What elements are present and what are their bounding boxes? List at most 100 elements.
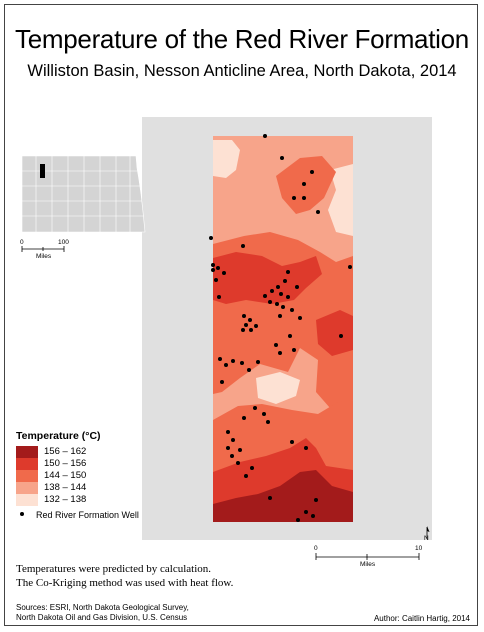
well-point xyxy=(249,328,253,332)
temperature-surface xyxy=(213,136,353,522)
well-point xyxy=(310,170,314,174)
main-scale-right: 10 xyxy=(415,545,423,552)
north-dakota-outline xyxy=(21,155,146,233)
legend-title: Temperature (°C) xyxy=(16,430,101,442)
well-point xyxy=(241,328,245,332)
sources: Sources: ESRI, North Dakota Geological S… xyxy=(16,603,189,622)
well-point xyxy=(302,196,306,200)
author-credit: Author: Caitlin Hartig, 2014 xyxy=(373,614,470,623)
well-point xyxy=(348,265,352,269)
well-point xyxy=(290,308,294,312)
well-point xyxy=(339,334,343,338)
inset-scale-right: 100 xyxy=(58,239,69,246)
well-point xyxy=(278,314,282,318)
north-arrow-icon: N xyxy=(422,525,432,550)
well-point xyxy=(274,343,278,347)
well-point xyxy=(222,271,226,275)
well-point xyxy=(256,360,260,364)
well-point xyxy=(211,268,215,272)
well-point xyxy=(231,359,235,363)
sources-line-2: North Dakota Oil and Gas Division, U.S. … xyxy=(16,612,188,622)
legend-swatch-138-144 xyxy=(16,482,38,494)
inset-scale-left: 0 xyxy=(20,239,24,246)
well-point xyxy=(280,156,284,160)
well-point xyxy=(211,263,215,267)
inset-scale-bar xyxy=(21,246,65,252)
legend-label-132-138: 132 – 138 xyxy=(44,494,87,505)
well-point xyxy=(218,357,222,361)
well-point xyxy=(311,514,315,518)
well-point xyxy=(242,416,246,420)
well-point xyxy=(295,285,299,289)
north-label: N xyxy=(424,535,429,542)
zone-144-150-ne xyxy=(276,156,336,214)
legend-swatch-156-162 xyxy=(16,446,38,458)
well-point xyxy=(263,134,267,138)
well-point xyxy=(244,474,248,478)
note-line-1: Temperatures were predicted by calculati… xyxy=(16,563,211,575)
well-point xyxy=(270,289,274,293)
legend-swatch-144-150 xyxy=(16,470,38,482)
zone-132-138-north xyxy=(213,140,240,178)
map-notes: Temperatures were predicted by calculati… xyxy=(16,563,233,590)
well-point xyxy=(209,236,213,240)
well-point xyxy=(288,334,292,338)
well-point xyxy=(316,210,320,214)
well-point xyxy=(276,285,280,289)
well-point xyxy=(214,278,218,282)
legend-swatch-132-138 xyxy=(16,494,38,506)
well-point xyxy=(292,196,296,200)
well-point xyxy=(268,300,272,304)
legend-row-144-150: 144 – 150 xyxy=(16,470,156,482)
note-line-2: The Co-Kriging method was used with heat… xyxy=(16,576,234,589)
legend-label-138-144: 138 – 144 xyxy=(44,482,87,493)
main-scale-unit: Miles xyxy=(360,561,376,568)
well-point xyxy=(217,295,221,299)
legend-row-156-162: 156 – 162 xyxy=(16,446,156,458)
well-point xyxy=(281,305,285,309)
well-point xyxy=(296,518,300,522)
well-point xyxy=(263,294,267,298)
map-subtitle: Williston Basin, Nesson Anticline Area, … xyxy=(27,62,457,80)
zone-132-138-east xyxy=(328,164,353,236)
zone-156-162 xyxy=(213,470,353,522)
well-point xyxy=(298,316,302,320)
well-point xyxy=(242,314,246,318)
well-point xyxy=(253,406,257,410)
well-point xyxy=(302,182,306,186)
legend-row-150-156: 150 – 156 xyxy=(16,458,156,470)
wells-layer xyxy=(209,134,352,522)
well-point xyxy=(290,440,294,444)
well-point xyxy=(304,446,308,450)
well-point xyxy=(247,368,251,372)
well-point xyxy=(230,454,234,458)
main-scale-left: 0 xyxy=(314,545,318,552)
well-point xyxy=(238,448,242,452)
well-point xyxy=(286,270,290,274)
well-point xyxy=(224,363,228,367)
well-point xyxy=(304,510,308,514)
legend-well-label: Red River Formation Well xyxy=(36,510,139,520)
well-point xyxy=(266,420,270,424)
legend-label-144-150: 144 – 150 xyxy=(44,470,87,481)
well-point xyxy=(240,361,244,365)
well-point xyxy=(275,302,279,306)
well-point xyxy=(262,412,266,416)
well-point xyxy=(216,266,220,270)
well-point xyxy=(286,295,290,299)
legend-swatch-150-156 xyxy=(16,458,38,470)
well-point xyxy=(278,351,282,355)
zone-150-156-east xyxy=(316,310,353,356)
well-point xyxy=(220,380,224,384)
sources-line-1: Sources: ESRI, North Dakota Geological S… xyxy=(16,603,189,612)
well-point xyxy=(236,461,240,465)
well-point xyxy=(292,348,296,352)
legend-label-150-156: 150 – 156 xyxy=(44,458,87,469)
legend-label-156-162: 156 – 162 xyxy=(44,446,87,457)
well-point xyxy=(248,318,252,322)
inset-scale-unit: Miles xyxy=(36,253,52,260)
well-point xyxy=(314,498,318,502)
well-point xyxy=(283,279,287,283)
zone-132-138-mid xyxy=(256,372,300,404)
well-point xyxy=(268,496,272,500)
